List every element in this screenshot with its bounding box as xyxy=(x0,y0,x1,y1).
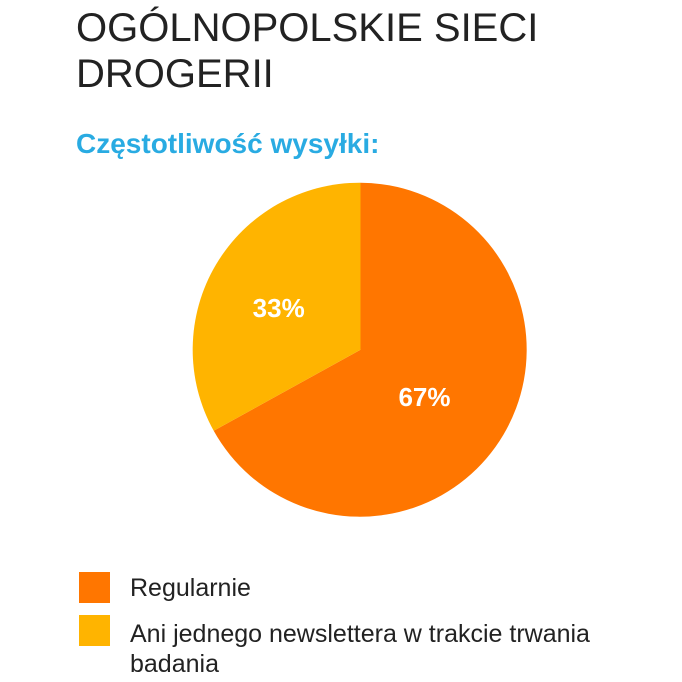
svg-text:33%: 33% xyxy=(253,293,305,323)
svg-text:67%: 67% xyxy=(398,382,450,412)
